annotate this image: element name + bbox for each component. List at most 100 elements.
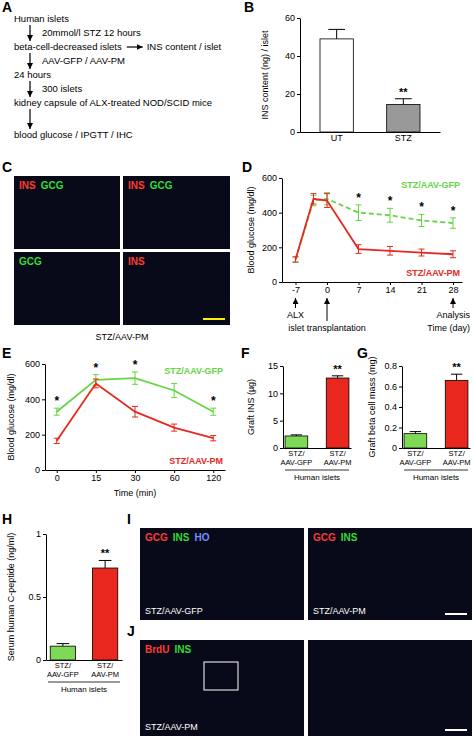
tick-label: 120 (206, 473, 221, 483)
x-tick: 120 (206, 470, 221, 483)
legend-label: STZ/AAV-PM (406, 268, 460, 278)
tick-mark (399, 366, 402, 367)
flow-step: Human islets (14, 13, 69, 24)
axis-line (46, 535, 47, 661)
x-axis: STZ/AAV-GFP STZ/AAV-PM (399, 448, 470, 467)
event-label: ALX (287, 310, 304, 320)
series-line (296, 199, 454, 260)
tick-label: 0.4 (384, 402, 397, 412)
axis-line (283, 367, 284, 449)
significance: ** (452, 361, 461, 373)
y-axis: 0200400600 (25, 359, 46, 475)
y-tick: 400 (25, 395, 45, 405)
error-bar (99, 560, 112, 568)
group-bracket (48, 682, 120, 683)
tick-label: 0 (36, 655, 41, 665)
tick-label: 0.2 (384, 423, 397, 433)
error-bar (291, 435, 302, 436)
y-tick: 0 (272, 277, 282, 287)
y-tick: 0 (273, 443, 283, 453)
tick-label: 60 (170, 473, 180, 483)
micrograph (14, 176, 120, 249)
tick-mark (42, 364, 45, 365)
x-tick: STZ/AAV-GFP (280, 448, 312, 467)
tick-label: STZ/AAV-GFP (399, 449, 431, 466)
tick-label: 40 (285, 51, 295, 61)
stain-label: INS (128, 180, 145, 191)
tick-label: 60 (285, 13, 295, 23)
error-bar (410, 432, 421, 434)
tick-mark (399, 387, 402, 388)
line-chart: D0200400600-707142128STZ/AAV-GFPSTZ/AAV-… (242, 159, 470, 333)
bar (445, 380, 468, 448)
tick-mark (279, 213, 282, 214)
tick-label: STZ/AAV-PM (443, 449, 471, 466)
line-chart: E02004006000153060120STZ/AAV-GFPSTZ/AAV-… (2, 345, 226, 498)
tick-label: 200 (262, 243, 277, 253)
micrograph (123, 176, 230, 249)
bar-chart: G00.20.40.60.8STZ/AAV-GFPSTZ/AAV-PMHuman… (357, 345, 471, 482)
y-tick: 0.4 (384, 402, 402, 412)
y-tick: 0 (290, 127, 300, 137)
x-tick: 0 (55, 470, 60, 483)
x-tick: STZ (395, 132, 413, 143)
tick-label: 0 (325, 285, 330, 295)
image-caption: STZ/AAV-GFP (145, 606, 203, 616)
x-tick: 21 (417, 282, 427, 295)
flow-step: blood glucose / IPGTT / IHC (14, 129, 133, 140)
y-tick: 200 (25, 430, 45, 440)
micrograph (308, 528, 472, 620)
tick-mark (297, 18, 300, 19)
image-panel: CINSGCGINSGCGGCGINSSTZ/AAV-PM (2, 159, 230, 342)
tick-label: 0 (392, 443, 397, 453)
flow-step: beta-cell-decreased islets (14, 41, 122, 52)
plot-area (320, 29, 420, 132)
y-tick: 10 (268, 389, 283, 399)
tick-label: 28 (448, 285, 458, 295)
flow-step: kidney capsule of ALX-treated NOD/SCID m… (14, 97, 212, 108)
y-axis: 0204060 (285, 13, 301, 137)
tick-label: 7 (356, 285, 361, 295)
micrograph (14, 252, 120, 325)
stain-label: INS (173, 532, 190, 543)
significance: ** (333, 363, 342, 375)
x-tick: 60 (170, 470, 180, 483)
bar (404, 434, 427, 448)
panel-letter: D (242, 159, 252, 175)
tick-mark (297, 94, 300, 95)
panel-letter: E (2, 345, 11, 361)
bar-chart: B0204060UTSTZ**INS content (ng) / islet (244, 0, 441, 143)
tick-label: 5 (273, 416, 278, 426)
tick-mark (43, 534, 46, 535)
bar-chart: H00.51STZ/AAV-GFPSTZ/AAV-PMHuman islets*… (2, 511, 123, 694)
x-tick: 30 (130, 470, 140, 483)
y-tick: 0 (392, 443, 402, 453)
y-axis: 00.20.40.60.8 (384, 361, 402, 453)
error-bar (57, 644, 70, 647)
x-tick: 15 (91, 470, 101, 483)
x-tick: 0 (325, 282, 330, 295)
micrograph (140, 640, 304, 736)
stain-label: GCG (41, 180, 64, 191)
tick-mark (399, 428, 402, 429)
event-arrow (453, 298, 454, 308)
tick-label: 400 (262, 208, 277, 218)
event-arrow (295, 298, 296, 308)
flow-output: INS content / islet (147, 41, 222, 52)
flow-arrow (29, 53, 30, 69)
axis-title: Graft INS (µg) (246, 379, 256, 435)
significance: * (419, 200, 424, 214)
axis-title: INS content (ng) / islet (260, 30, 270, 120)
flow-arrow (127, 46, 143, 47)
image-panel: JBrdUINSSTZ/AAV-PM (127, 623, 472, 736)
bar (320, 39, 353, 132)
stain-label: HO (194, 532, 209, 543)
tick-mark (279, 178, 282, 179)
zoom-box (204, 662, 238, 690)
tick-label-line: AAV-PM (324, 458, 352, 467)
significance: * (211, 394, 216, 408)
x-tick: STZ/AAV-GFP (399, 448, 431, 467)
axis-line (45, 365, 46, 471)
legend-label: STZ/AAV-GFP (401, 180, 460, 190)
tick-label: 400 (25, 395, 40, 405)
